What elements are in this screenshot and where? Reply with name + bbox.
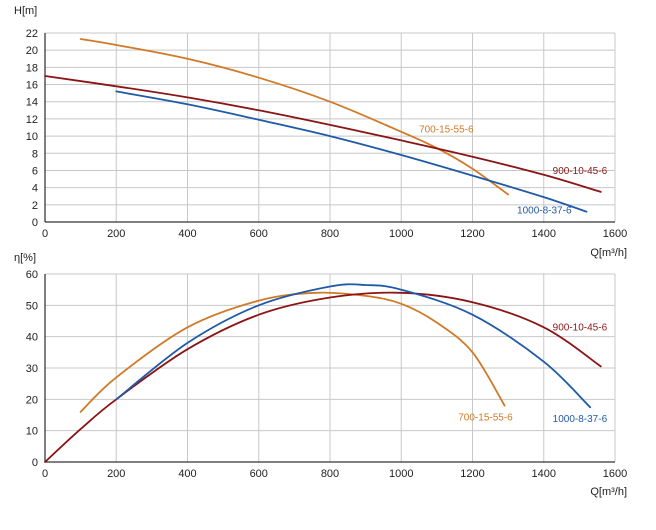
x-tick-label: 200 bbox=[107, 228, 125, 240]
y-tick-label: 4 bbox=[32, 183, 38, 195]
y-tick-label: 10 bbox=[26, 426, 38, 438]
series-line bbox=[79, 38, 509, 196]
y-tick-label: 22 bbox=[26, 28, 38, 40]
series-label: 900-10-45-6 bbox=[553, 322, 608, 333]
x-tick-label: 800 bbox=[321, 468, 339, 480]
y-tick-label: 16 bbox=[26, 80, 38, 92]
x-tick-label: 1400 bbox=[532, 468, 556, 480]
y-tick-label: 40 bbox=[26, 332, 38, 344]
y-tick-label: 2 bbox=[32, 200, 38, 212]
series-line bbox=[44, 75, 602, 193]
x-tick-label: 1200 bbox=[460, 228, 484, 240]
series-1000-8-37-6: 1000-8-37-6 bbox=[115, 283, 608, 425]
x-tick-label: 600 bbox=[250, 468, 268, 480]
x-tick-label: 0 bbox=[42, 468, 48, 480]
y-tick-label: 10 bbox=[26, 131, 38, 143]
x-tick-label: 400 bbox=[178, 228, 196, 240]
x-tick-label: 200 bbox=[107, 468, 125, 480]
x-tick-label: 400 bbox=[178, 468, 196, 480]
y-axis-label: η[%] bbox=[14, 252, 36, 264]
y-axis-label: H[m] bbox=[14, 5, 37, 17]
head-chart-panel: 0 200 400 600 800 1000 1200 1400 1600 0 2 4 6 8 10 12 14… bbox=[14, 5, 627, 259]
series-label: 1000-8-37-6 bbox=[553, 414, 608, 425]
y-tick-label: 50 bbox=[26, 300, 38, 312]
x-tick-label: 800 bbox=[321, 228, 339, 240]
series-700-15-55-6: 700-15-55-6 bbox=[79, 291, 513, 424]
grid bbox=[44, 32, 616, 223]
y-tick-label: 30 bbox=[26, 363, 38, 375]
x-tick-label: 0 bbox=[42, 228, 48, 240]
series-700-15-55-6: 700-15-55-6 bbox=[79, 38, 509, 196]
x-tick-label: 1600 bbox=[603, 468, 627, 480]
y-tick-label: 0 bbox=[32, 217, 38, 229]
series-1000-8-37-6: 1000-8-37-6 bbox=[115, 90, 588, 216]
series-label: 1000-8-37-6 bbox=[517, 205, 572, 216]
y-tick-label: 6 bbox=[32, 165, 38, 177]
y-tick-label: 18 bbox=[26, 62, 38, 74]
x-axis-label: Q[m³/h] bbox=[590, 247, 627, 259]
y-tick-label: 60 bbox=[26, 269, 38, 281]
series-900-10-45-6: 900-10-45-6 bbox=[44, 75, 608, 193]
series-line bbox=[115, 283, 591, 409]
x-tick-label: 600 bbox=[250, 228, 268, 240]
series-line bbox=[115, 90, 588, 213]
x-axis-label: Q[m³/h] bbox=[590, 486, 627, 498]
x-tick-label: 1600 bbox=[603, 228, 627, 240]
y-tick-label: 14 bbox=[26, 97, 38, 109]
x-tick-label: 1000 bbox=[389, 468, 413, 480]
series-label: 900-10-45-6 bbox=[553, 166, 608, 177]
y-tick-label: 8 bbox=[32, 148, 38, 160]
series-label: 700-15-55-6 bbox=[458, 413, 513, 424]
series-900-10-45-6: 900-10-45-6 bbox=[44, 291, 608, 463]
efficiency-chart-panel: 0 200 400 600 800 1000 1200 1400 1600 0 10 20 30 40 50… bbox=[14, 252, 627, 498]
series-line bbox=[79, 291, 506, 413]
y-tick-label: 0 bbox=[32, 457, 38, 469]
y-tick-label: 12 bbox=[26, 114, 38, 126]
y-tick-label: 20 bbox=[26, 394, 38, 406]
series-line bbox=[44, 291, 602, 463]
series-label: 700-15-55-6 bbox=[419, 125, 474, 136]
x-tick-label: 1400 bbox=[532, 228, 556, 240]
x-tick-label: 1000 bbox=[389, 228, 413, 240]
x-tick-label: 1200 bbox=[460, 468, 484, 480]
y-tick-label: 20 bbox=[26, 45, 38, 57]
grid bbox=[44, 273, 616, 463]
